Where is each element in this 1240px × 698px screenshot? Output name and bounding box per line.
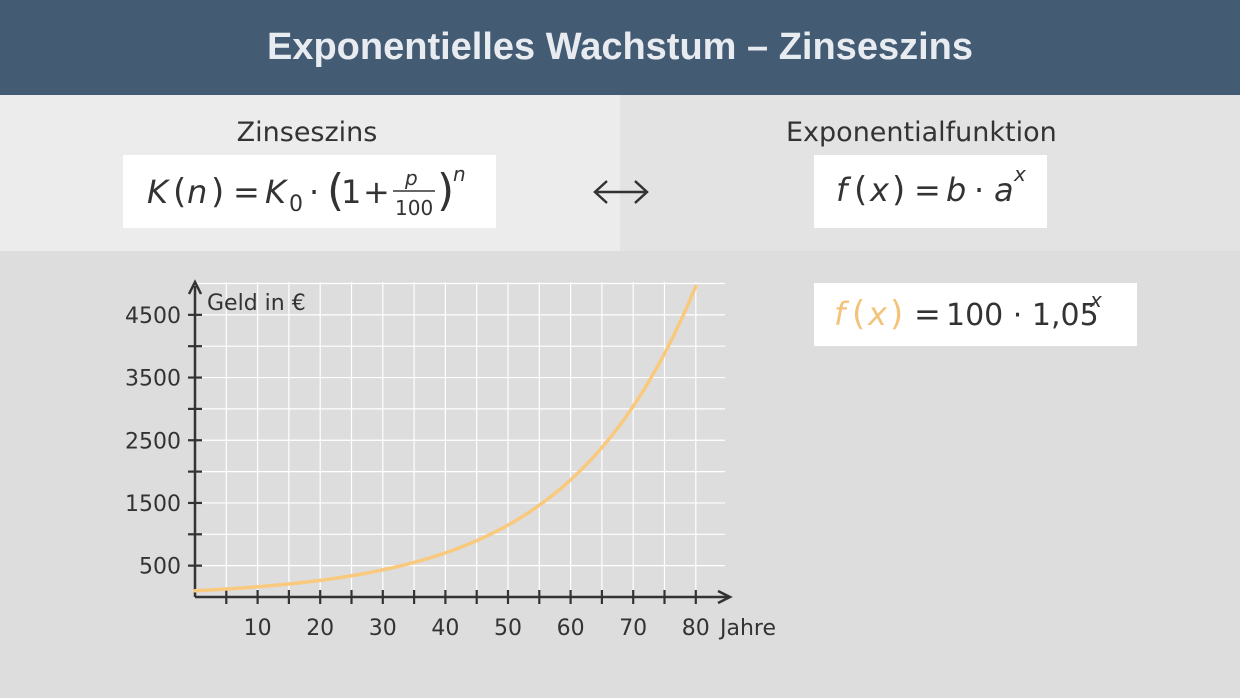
chart-labels: 10 20 30 40 50 60 70 80 500 1500 2500 3500 4500 Jahre… [125, 291, 776, 641]
formula-n: n [187, 173, 207, 211]
big-paren-open: ( [327, 165, 344, 216]
y-tick-label: 3500 [125, 367, 181, 392]
page-title: Exponentielles Wachstum – Zinseszins [266, 26, 973, 68]
paren-close: ) [211, 172, 224, 212]
x-axis-label: Jahre [718, 616, 776, 641]
formula-f: f [836, 171, 852, 209]
exponential-formula: f ( x ) = b · a x [814, 155, 1047, 228]
formula-x-highlight: x [867, 295, 888, 333]
compound-interest-heading: Zinseszins [236, 117, 378, 148]
formula-a: a [994, 171, 1014, 209]
formula-equals: = [914, 171, 941, 209]
growth-curve [193, 284, 698, 593]
chart-ticks [188, 313, 697, 604]
x-tick-label: 20 [306, 616, 334, 641]
formula-f-highlight: f [834, 295, 850, 333]
paren-open: ( [854, 170, 867, 210]
paren-close: ) [892, 170, 905, 210]
formula-exponent-x: x [1013, 162, 1026, 186]
big-paren-close: ) [437, 165, 454, 216]
chart-axes [187, 279, 733, 605]
formula-b: b [946, 171, 966, 209]
header-bar [0, 0, 1240, 95]
formula-body: 100 · 1,05 [946, 298, 1099, 333]
paren-close: ) [890, 294, 903, 334]
exponential-function-heading: Exponentialfunktion [786, 117, 1057, 148]
x-tick-label: 10 [244, 616, 272, 641]
formula-equals: = [233, 173, 260, 211]
fraction-denominator: 100 [395, 196, 433, 220]
chart-grid [195, 282, 725, 597]
chart-series [193, 284, 698, 593]
x-tick-label: 40 [431, 616, 459, 641]
x-tick-label: 60 [557, 616, 585, 641]
paren-open: ( [852, 294, 865, 334]
formula-k0: K [265, 173, 289, 211]
growth-chart: 10 20 30 40 50 60 70 80 500 1500 2500 3500 4500 Jahre… [125, 279, 776, 641]
y-tick-label: 1500 [125, 492, 181, 517]
formula-one: 1 [341, 173, 361, 211]
formula-dot: · [309, 173, 319, 211]
x-axis-arrow-icon [717, 589, 733, 605]
formula-equals: = [914, 295, 941, 333]
formula-dot: · [974, 171, 984, 209]
formula-x: x [869, 171, 890, 209]
formula-sub-zero: 0 [289, 192, 303, 217]
x-tick-label: 70 [619, 616, 647, 641]
y-axis-label: Geld in € [207, 291, 306, 316]
y-axis-arrow-icon [187, 279, 203, 295]
x-tick-label: 80 [682, 616, 710, 641]
specific-function-formula: f ( x ) = 100 · 1,05 x [814, 283, 1137, 346]
x-tick-label: 50 [494, 616, 522, 641]
x-tick-label: 30 [369, 616, 397, 641]
fraction-numerator: p [404, 166, 418, 190]
paren-open: ( [173, 172, 186, 212]
double-arrow-icon [593, 180, 649, 204]
y-tick-label: 500 [139, 555, 181, 580]
compound-interest-formula: K ( n ) = K 0 · ( 1 + p 100 ) n [123, 155, 496, 228]
formula-plus: + [363, 173, 390, 211]
y-tick-label: 4500 [125, 304, 181, 329]
formula-exponent-n: n [453, 162, 466, 186]
formula-k: K [147, 173, 171, 211]
formula-exponent-x: x [1089, 288, 1102, 312]
y-tick-label: 2500 [125, 429, 181, 454]
